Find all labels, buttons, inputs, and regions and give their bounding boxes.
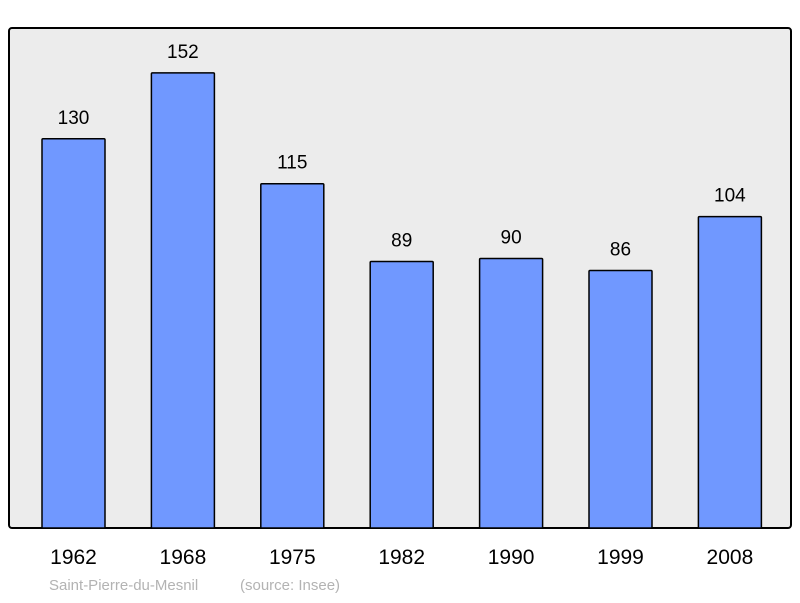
bar-1962 — [41, 138, 106, 529]
data-label-2008: 104 — [714, 186, 746, 207]
footer-source: (source: Insee) — [240, 577, 340, 594]
bar-2008 — [697, 215, 763, 529]
data-label-1999: 86 — [610, 240, 631, 261]
x-tick-label-2008: 2008 — [707, 546, 754, 569]
data-label-1968: 152 — [167, 42, 199, 63]
x-tick-label-1982: 1982 — [378, 546, 425, 569]
data-label-1975: 115 — [277, 153, 307, 174]
x-tick-label-1962: 1962 — [50, 546, 97, 569]
bar-1982 — [369, 260, 434, 529]
x-tick-label-1975: 1975 — [269, 546, 316, 569]
data-label-1982: 89 — [391, 231, 412, 252]
x-tick-label-1990: 1990 — [488, 546, 535, 569]
x-tick-label-1968: 1968 — [160, 546, 207, 569]
bar-1968 — [150, 72, 216, 529]
bar-1999 — [588, 269, 653, 529]
data-label-1962: 130 — [58, 108, 90, 129]
bar-1990 — [478, 257, 544, 529]
bar-1975 — [260, 182, 325, 529]
x-tick-label-1999: 1999 — [597, 546, 644, 569]
data-label-1990: 90 — [501, 228, 522, 249]
footer-place: Saint-Pierre-du-Mesnil — [49, 577, 198, 594]
